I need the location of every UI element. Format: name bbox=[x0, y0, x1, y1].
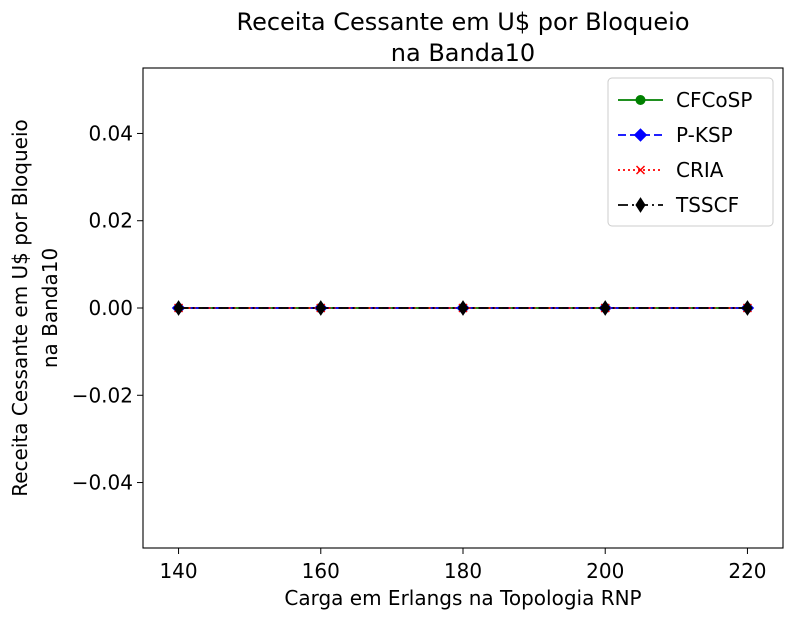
circle-marker bbox=[635, 95, 646, 105]
thin-diamond-marker bbox=[457, 300, 469, 316]
series-tsscf bbox=[173, 300, 753, 316]
x-tick-label: 140 bbox=[159, 559, 197, 583]
y-axis-label-line-1: Receita Cessante em U$ por Bloqueio bbox=[8, 119, 32, 497]
thin-diamond-marker bbox=[315, 300, 326, 316]
thin-diamond-marker bbox=[173, 300, 184, 316]
y-axis: −0.04 −0.02 0.00 0.02 0.04 bbox=[72, 121, 143, 495]
thin-diamond-marker bbox=[600, 300, 611, 316]
x-tick-label: 220 bbox=[728, 559, 766, 583]
x-tick-label: 160 bbox=[302, 559, 340, 583]
thin-diamond-marker bbox=[635, 197, 646, 213]
x-tick-label: 180 bbox=[444, 559, 482, 583]
y-tick-label: 0.00 bbox=[88, 296, 133, 320]
thin-diamond-marker bbox=[742, 300, 753, 316]
legend-box bbox=[607, 77, 774, 227]
x-tick-label: 200 bbox=[586, 559, 624, 583]
legend-label-p-ksp: P-KSP bbox=[676, 123, 733, 147]
legend-label-cria: CRIA bbox=[676, 158, 724, 182]
x-axis-label: Carga em Erlangs na Topologia RNP bbox=[284, 586, 641, 610]
y-tick-label: 0.04 bbox=[88, 121, 133, 145]
y-axis-label-line-2: na Banda10 bbox=[38, 248, 62, 368]
legend-label-cfcosp: CFCoSP bbox=[676, 88, 752, 112]
x-axis: 140 160 180 200 220 bbox=[159, 548, 767, 583]
y-tick-label: −0.02 bbox=[72, 383, 133, 407]
diamond-marker bbox=[633, 128, 648, 142]
chart-title-line-2: na Banda10 bbox=[391, 39, 535, 67]
x-marker bbox=[635, 165, 646, 175]
y-tick-label: −0.04 bbox=[72, 471, 133, 495]
legend: CFCoSP P-KSP CRIA TSSCF bbox=[607, 77, 774, 227]
y-tick-label: 0.02 bbox=[88, 209, 133, 233]
legend-label-tsscf: TSSCF bbox=[675, 193, 739, 217]
series-layer bbox=[171, 300, 755, 316]
chart-title-line-1: Receita Cessante em U$ por Bloqueio bbox=[236, 8, 689, 36]
